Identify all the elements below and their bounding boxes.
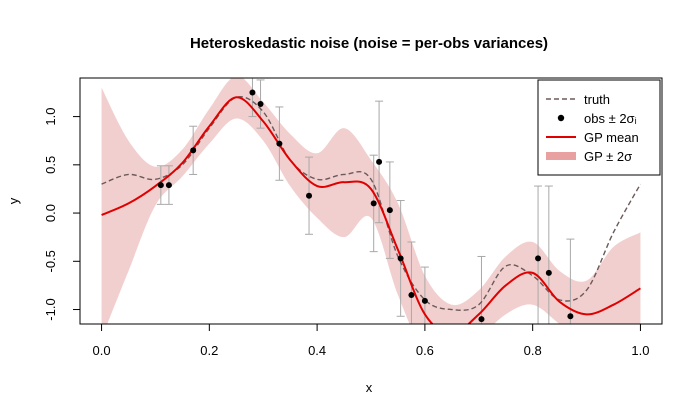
obs-point: [257, 101, 264, 108]
x-tick-label: 0.4: [308, 343, 326, 358]
y-axis: -1.0 -0.5 0.0 0.5 1.0: [43, 108, 81, 321]
obs-point: [535, 255, 542, 262]
obs-point: [386, 207, 393, 214]
obs-point: [157, 182, 164, 189]
obs-point: [370, 200, 377, 207]
legend-gpmean-label: GP mean: [584, 130, 639, 145]
legend: truth obs ± 2σᵢ GP mean GP ± 2σ: [537, 79, 661, 176]
obs-point: [190, 147, 197, 154]
plot-area: [101, 78, 642, 324]
x-tick-label: 0.0: [93, 343, 111, 358]
legend-band-label: GP ± 2σ: [584, 149, 632, 164]
obs-point: [249, 89, 256, 96]
obs-point: [421, 297, 428, 304]
y-axis-label: y: [6, 197, 21, 204]
legend-truth-label: truth: [584, 92, 610, 107]
obs-point: [408, 292, 415, 299]
y-tick-label: 1.0: [43, 108, 58, 126]
obs-point: [545, 269, 552, 276]
legend-obs-label: obs ± 2σᵢ: [584, 111, 637, 126]
obs-point: [306, 192, 313, 199]
x-axis: 0.0 0.2 0.4 0.6 0.8 1.0: [93, 323, 649, 358]
y-tick-label: -0.5: [43, 250, 58, 272]
legend-obs-swatch: [557, 114, 565, 122]
obs-point: [478, 316, 485, 323]
y-tick-label: -1.0: [43, 298, 58, 320]
x-tick-label: 0.6: [416, 343, 434, 358]
chart-title: Heteroskedastic noise (noise = per-obs v…: [190, 35, 548, 52]
obs-point: [165, 182, 172, 189]
y-tick-label: 0.5: [43, 156, 58, 174]
obs-point: [397, 255, 404, 262]
x-tick-label: 0.2: [200, 343, 218, 358]
obs-point: [276, 140, 283, 147]
x-axis-label: x: [366, 380, 373, 395]
y-tick-label: 0.0: [43, 204, 58, 222]
x-tick-label: 1.0: [631, 343, 649, 358]
x-tick-label: 0.8: [524, 343, 542, 358]
observation-points: [157, 89, 574, 323]
obs-point: [567, 313, 574, 320]
gp-band: [101, 78, 641, 324]
obs-point: [376, 158, 383, 165]
